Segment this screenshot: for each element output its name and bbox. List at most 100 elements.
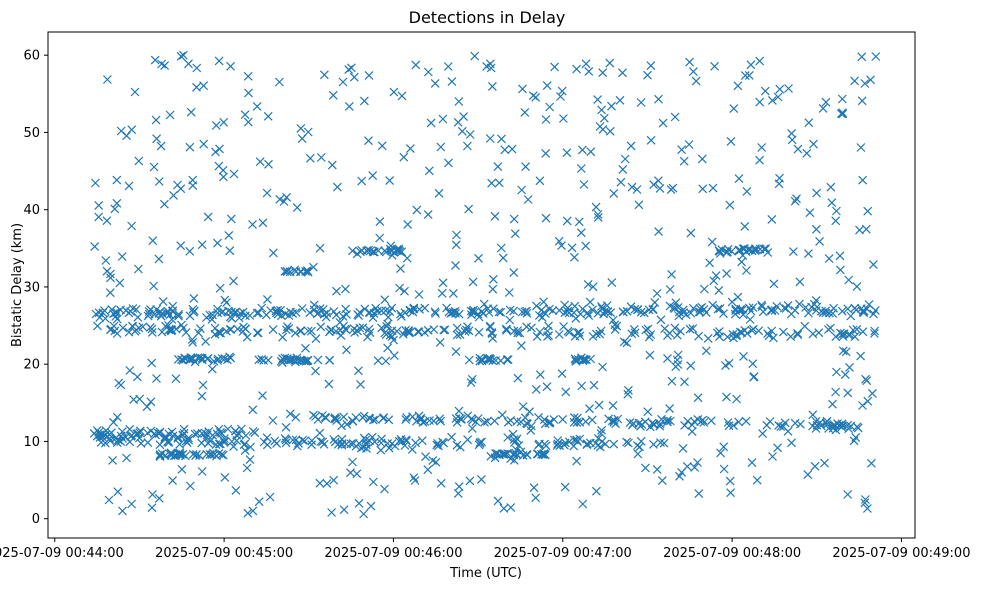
detection-marker bbox=[506, 503, 516, 512]
detection-marker bbox=[296, 123, 306, 133]
detection-marker bbox=[633, 305, 643, 315]
detection-marker bbox=[804, 118, 814, 128]
detection-marker bbox=[451, 347, 461, 357]
detection-marker bbox=[496, 356, 506, 366]
detection-marker bbox=[823, 325, 833, 334]
x-tick-label: 2025-07-09 00:46:00 bbox=[324, 546, 462, 561]
detection-marker bbox=[432, 440, 442, 450]
detection-marker bbox=[239, 322, 248, 332]
detection-marker bbox=[852, 282, 862, 292]
detection-marker bbox=[130, 326, 140, 336]
detection-marker bbox=[467, 423, 477, 433]
detection-marker bbox=[652, 289, 662, 298]
detection-marker bbox=[112, 412, 122, 422]
detection-marker bbox=[844, 275, 854, 285]
detection-marker bbox=[227, 313, 237, 323]
detection-marker bbox=[231, 485, 241, 495]
detection-marker bbox=[476, 474, 486, 484]
detection-marker bbox=[447, 432, 457, 442]
detection-marker bbox=[727, 297, 737, 307]
detection-marker bbox=[464, 355, 474, 365]
detection-marker bbox=[685, 324, 695, 334]
detection-marker bbox=[482, 416, 492, 426]
detection-marker bbox=[396, 264, 405, 274]
detection-marker bbox=[649, 439, 658, 449]
detection-marker bbox=[738, 310, 748, 320]
detection-marker bbox=[795, 419, 805, 429]
detection-marker bbox=[598, 362, 608, 372]
detection-marker bbox=[229, 276, 238, 286]
detection-marker bbox=[520, 107, 530, 117]
detection-marker bbox=[219, 434, 229, 443]
detection-marker bbox=[557, 241, 566, 251]
detection-marker bbox=[831, 387, 841, 397]
detection-marker bbox=[240, 446, 250, 456]
detection-marker bbox=[383, 312, 393, 322]
detection-marker bbox=[672, 330, 682, 340]
detection-marker bbox=[268, 248, 278, 258]
detection-marker bbox=[757, 300, 767, 310]
detection-marker bbox=[436, 416, 446, 426]
detection-marker bbox=[330, 414, 339, 424]
detection-marker bbox=[640, 417, 650, 427]
detection-marker bbox=[575, 417, 585, 427]
detection-marker bbox=[373, 356, 383, 366]
detection-marker bbox=[197, 391, 207, 401]
detection-marker bbox=[802, 148, 812, 158]
detection-marker bbox=[773, 92, 783, 102]
detection-marker bbox=[178, 50, 188, 60]
detection-marker bbox=[640, 463, 650, 473]
detection-marker bbox=[288, 435, 298, 445]
detection-marker bbox=[855, 225, 864, 235]
detection-marker bbox=[632, 185, 642, 194]
detection-marker bbox=[213, 356, 223, 365]
detection-marker bbox=[305, 153, 315, 163]
detection-marker bbox=[814, 328, 824, 338]
detection-marker bbox=[790, 305, 800, 315]
detection-marker bbox=[835, 265, 845, 275]
detection-marker bbox=[577, 145, 587, 155]
detection-marker bbox=[381, 247, 391, 257]
detection-marker bbox=[593, 210, 603, 219]
detection-marker bbox=[838, 346, 848, 356]
detection-marker bbox=[474, 440, 484, 450]
detection-marker bbox=[643, 70, 652, 80]
detection-marker bbox=[240, 439, 250, 449]
detection-marker bbox=[453, 117, 463, 127]
detection-marker bbox=[724, 358, 734, 368]
detection-marker bbox=[402, 253, 412, 263]
detection-marker bbox=[741, 416, 751, 426]
detection-marker bbox=[643, 324, 653, 334]
detection-marker bbox=[409, 304, 419, 314]
detection-marker bbox=[430, 307, 440, 317]
detection-marker bbox=[773, 443, 783, 453]
detection-marker bbox=[290, 355, 300, 365]
detection-marker bbox=[535, 370, 545, 380]
detection-marker bbox=[340, 324, 350, 334]
detection-marker bbox=[768, 452, 777, 461]
detection-marker bbox=[608, 315, 618, 325]
detection-marker bbox=[368, 247, 378, 257]
detection-marker bbox=[575, 434, 585, 444]
detection-marker bbox=[176, 241, 186, 251]
detection-marker bbox=[831, 332, 841, 342]
detection-marker bbox=[278, 332, 288, 342]
detection-marker bbox=[444, 307, 454, 317]
detection-marker bbox=[623, 438, 633, 448]
detection-marker bbox=[387, 326, 397, 336]
detection-marker bbox=[856, 143, 866, 152]
detection-marker bbox=[845, 330, 855, 339]
detection-marker bbox=[211, 147, 220, 157]
detection-marker bbox=[671, 362, 681, 372]
detection-marker bbox=[429, 325, 439, 334]
detection-marker bbox=[597, 105, 607, 115]
detection-marker bbox=[229, 169, 239, 179]
data-points bbox=[89, 50, 881, 519]
detection-marker bbox=[509, 214, 519, 224]
detection-marker bbox=[636, 436, 646, 446]
detection-marker bbox=[452, 330, 462, 340]
detection-marker bbox=[810, 461, 820, 471]
detection-marker bbox=[493, 162, 503, 172]
detection-marker bbox=[411, 438, 421, 448]
detection-marker bbox=[371, 415, 380, 424]
